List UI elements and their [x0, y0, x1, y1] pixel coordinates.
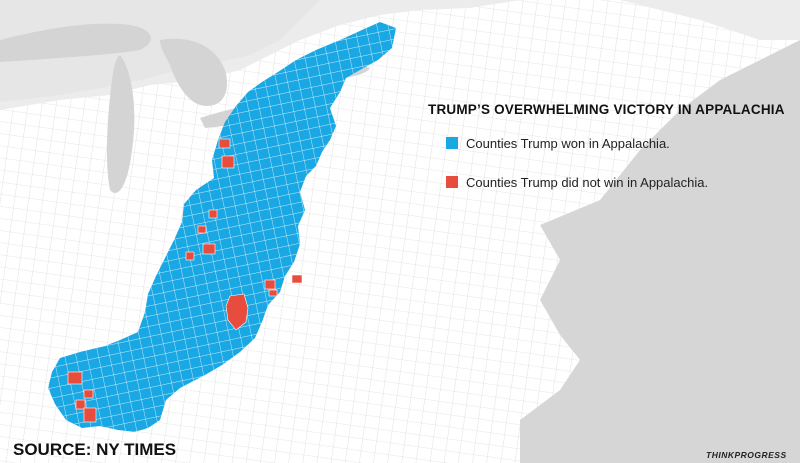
legend-item-lost: Counties Trump did not win in Appalachia…: [446, 174, 708, 190]
legend-item-won: Counties Trump won in Appalachia.: [446, 135, 670, 151]
source-credit: SOURCE: NY TIMES: [13, 440, 177, 459]
legend-label-won: Counties Trump won in Appalachia.: [466, 135, 670, 151]
lake-michigan: [106, 55, 135, 194]
legend-swatch-won: [446, 137, 458, 149]
appalachia-lost-counties: [67, 138, 303, 423]
legend-swatch-lost: [446, 176, 458, 188]
lake-huron: [160, 38, 228, 106]
lake-superior: [0, 23, 151, 63]
legend-label-lost: Counties Trump did not win in Appalachia…: [466, 174, 709, 190]
map-title: TRUMP’S OVERWHELMING VICTORY IN APPALACH…: [428, 102, 785, 117]
brand-logo: THINKPROGRESS: [706, 450, 787, 460]
atlantic-ocean: [520, 40, 800, 463]
